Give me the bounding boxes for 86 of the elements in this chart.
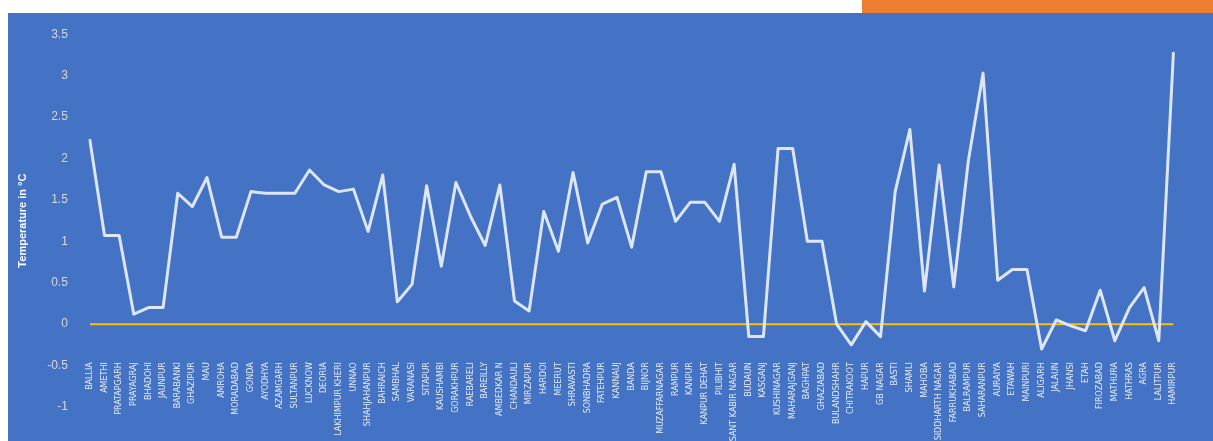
x-tick-label: HAMIRPUR [1168,361,1178,405]
x-tick-label: RAMPUR [670,361,680,397]
y-tick-label: 0.5 [51,275,69,290]
x-tick-label: SHAMLI [904,362,914,393]
y-tick-label: 0 [61,316,69,331]
x-tick-label: SULTANPUR [289,361,299,409]
x-tick-label: SHRAVASTI [568,362,578,407]
x-tick-label: LUCKNOW [304,362,314,404]
x-tick-label: BAREILLY [480,362,490,399]
x-tick-label: AMROHA [216,361,226,398]
x-tick-label: AZAMGARH [275,362,285,409]
y-tick-label: 3.5 [51,26,69,41]
x-tick-label: KANPUR [685,361,695,395]
x-tick-label: FATEHPUR [597,361,607,404]
x-tick-label: KANPUR DEHAT [699,362,709,425]
x-tick-label: KANNAUJ [612,362,622,399]
x-tick-label: GHAZIPUR [187,361,197,404]
x-tick-label: MEERUT [553,362,563,396]
x-tick-label: LAKHIMPUR KHERI [333,362,343,436]
x-tick-label: SANT KABIR NAGAR [729,361,739,441]
y-tick-label: 2 [61,150,69,165]
x-tick-label: KASGANJ [758,362,768,398]
x-tick-label: SAHARANPUR [978,361,988,418]
x-tick-label: AURAIYA [992,361,1002,397]
y-tick-label: 3 [61,67,69,82]
x-tick-label: FIROZABAD [1095,362,1105,410]
x-tick-label: ALIGARH [1036,362,1046,398]
x-tick-label: BALRAMPUR [963,361,973,412]
x-tick-label: BAGHPAT [802,362,812,400]
x-tick-label: AMETHI [99,362,109,393]
x-tick-label: AMBEDKAR N [494,362,504,416]
x-tick-label: MAINPURI [1022,362,1032,402]
x-tick-label: BALLIA [84,361,94,390]
x-tick-label: BANDA [626,361,636,391]
y-tick-label: 1 [61,233,69,248]
x-tick-label: LALITPUR [1153,361,1163,401]
x-tick-label: JHANSI [1065,362,1075,391]
x-tick-label: BIJNOR [641,361,651,391]
x-tick-label: PRATAPGARH [114,362,124,415]
x-tick-label: BASTI [890,362,900,386]
y-tick-label: -0.5 [47,357,69,372]
x-tick-label: GONDA [246,361,256,393]
x-tick-label: ETAWAH [1007,362,1017,396]
x-tick-label: RAEBARELI [465,362,475,407]
x-tick-label: MUZAFFARNAGAR [656,361,665,434]
x-tick-label: BHADOHI [143,362,153,400]
x-tick-label: JAUNPUR [158,361,168,399]
x-tick-label: BUDAUN [743,362,753,397]
x-tick-label: GB NAGAR [875,361,885,405]
y-tick-label: 1.5 [51,192,69,207]
x-tick-label: MIRZAPUR [524,361,534,405]
x-tick-label: KUSHINAGAR [773,361,783,416]
x-tick-label: DEORIA [319,361,329,394]
y-tick-label: 2.5 [51,109,69,124]
x-tick-label: SITAPUR [421,361,431,396]
x-tick-label: MAU [202,362,212,381]
x-tick-label: CHANDAULI [509,362,519,410]
x-tick-label: PILIBHIT [714,362,724,395]
x-tick-label: BARABANKI [172,362,182,409]
x-tick-label: JALAUN [1051,362,1061,393]
x-tick-label: AYODHYA [260,361,270,400]
x-tick-label: SHAHJAHANPUR [363,361,373,427]
x-tick-label: KAUSHAMBI [436,362,446,410]
x-tick-label: HATHRAS [1124,362,1134,400]
x-tick-label: BAHRAICH [377,362,387,404]
x-tick-label: SIDDHARTH NAGAR [934,361,944,441]
x-tick-label: MAHOBA [919,361,929,398]
x-tick-label: ETAH [1080,362,1090,383]
x-tick-label: GHAZIABAD [817,362,827,411]
y-axis-title: Temperature in °C [15,173,28,268]
x-tick-label: CHITRAKOOT [846,362,856,414]
x-tick-label: SONBHADRA [582,361,592,414]
x-tick-label: HAPUR [860,361,870,390]
x-tick-label: VARANASI [407,362,417,403]
x-tick-label: SAMBHAL [392,361,402,402]
y-tick-label: -1 [57,399,69,414]
x-tick-label: MATHURA [1109,361,1119,402]
x-tick-label: BULANDSHAHR [831,361,841,424]
x-tick-label: UNNAO [348,362,358,392]
x-tick-label: MAHARAJGANJ [787,362,797,420]
x-tick-label: MORADABAD [231,362,241,415]
x-tick-label: HARDOI [538,362,548,395]
x-tick-label: GORAKHPUR [451,361,461,413]
x-tick-label: FARRUKHABAD [948,362,958,423]
x-tick-label: PRAYAGRAJ [128,362,138,406]
x-tick-label: AGRA [1139,361,1149,385]
